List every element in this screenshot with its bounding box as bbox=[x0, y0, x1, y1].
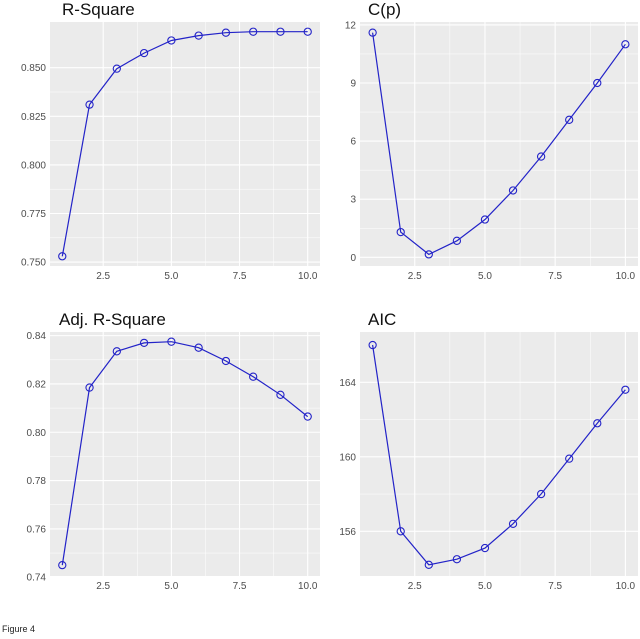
y-tick-label: 0.750 bbox=[21, 258, 46, 269]
data-point bbox=[621, 40, 630, 49]
y-tick-label: 0.74 bbox=[27, 573, 47, 584]
y-tick-label: 0.775 bbox=[21, 209, 46, 220]
plot-panel bbox=[360, 332, 638, 576]
data-point bbox=[276, 390, 285, 399]
y-tick-label: 0.78 bbox=[27, 476, 47, 487]
data-point bbox=[396, 527, 405, 536]
panel-title-cp: C(p) bbox=[368, 0, 402, 19]
data-point bbox=[139, 48, 149, 58]
data-point bbox=[396, 227, 405, 237]
data-point bbox=[167, 36, 176, 45]
y-tick-label: 0 bbox=[350, 253, 356, 264]
series-line bbox=[61, 341, 309, 566]
series-line bbox=[372, 344, 626, 566]
data-point bbox=[452, 555, 462, 564]
data-point bbox=[480, 215, 490, 224]
data-point bbox=[221, 28, 231, 37]
data-point bbox=[452, 236, 462, 245]
y-tick-label: 12 bbox=[345, 20, 357, 31]
data-point bbox=[424, 250, 433, 259]
chart-adj-r-square: 0.74 0.76 0.78 0.80 0.82 0.84 2.5 5.0 7.5 10.0 bbox=[27, 331, 320, 592]
data-point bbox=[112, 347, 121, 356]
x-tick-label: 2.5 bbox=[96, 271, 110, 282]
y-tick-label: 6 bbox=[350, 137, 356, 148]
x-tick-label: 7.5 bbox=[233, 581, 247, 592]
panel-title-adj-r-square: Adj. R-Square bbox=[59, 310, 166, 329]
data-point bbox=[303, 412, 312, 421]
data-point bbox=[368, 340, 377, 350]
y-tick-label: 0.82 bbox=[27, 379, 47, 390]
plot-panel bbox=[360, 22, 638, 266]
x-tick-label: 5.0 bbox=[164, 271, 178, 282]
y-tick-label: 0.825 bbox=[21, 112, 46, 123]
x-tick-label: 10.0 bbox=[616, 581, 636, 592]
chart-r-square: 0.750 0.775 0.800 0.825 0.850 2.5 5.0 7.5 10.0 bbox=[21, 22, 320, 282]
y-tick-label: 160 bbox=[339, 452, 356, 463]
x-tick-label: 5.0 bbox=[478, 271, 492, 282]
data-point bbox=[508, 519, 518, 528]
x-tick-label: 10.0 bbox=[298, 581, 318, 592]
x-tick-label: 7.5 bbox=[548, 581, 562, 592]
data-point bbox=[194, 343, 203, 352]
data-point bbox=[536, 152, 546, 161]
y-tick-label: 0.76 bbox=[27, 524, 47, 535]
chart-cp: 0 3 6 9 12 2.5 5.0 7.5 10.0 bbox=[345, 20, 638, 282]
figure-caption: Figure 4 bbox=[2, 624, 36, 634]
data-point bbox=[480, 543, 490, 553]
data-point bbox=[139, 338, 149, 348]
chart-aic: 156 160 164 2.5 5.0 7.5 10.0 bbox=[339, 332, 638, 592]
x-tick-label: 7.5 bbox=[548, 271, 562, 282]
x-tick-label: 2.5 bbox=[408, 581, 422, 592]
panel-title-r-square: R-Square bbox=[62, 0, 135, 19]
data-point bbox=[565, 115, 574, 124]
data-point bbox=[249, 27, 258, 36]
x-tick-label: 7.5 bbox=[233, 271, 247, 282]
y-tick-label: 156 bbox=[339, 527, 356, 538]
data-point bbox=[58, 252, 67, 261]
data-point bbox=[167, 337, 176, 346]
y-tick-label: 3 bbox=[350, 195, 356, 206]
x-tick-label: 10.0 bbox=[616, 271, 636, 282]
y-tick-label: 0.80 bbox=[27, 428, 47, 439]
data-point bbox=[221, 356, 231, 366]
x-tick-label: 2.5 bbox=[96, 581, 110, 592]
data-point bbox=[58, 560, 67, 570]
data-point bbox=[621, 385, 630, 394]
y-tick-label: 164 bbox=[339, 378, 356, 389]
series-line bbox=[61, 31, 308, 257]
data-point bbox=[112, 64, 121, 73]
data-point bbox=[194, 31, 203, 40]
data-point bbox=[593, 78, 602, 88]
data-point bbox=[276, 27, 285, 36]
x-tick-label: 2.5 bbox=[408, 271, 422, 282]
x-tick-label: 5.0 bbox=[164, 581, 178, 592]
y-tick-label: 0.850 bbox=[21, 63, 46, 74]
y-tick-label: 9 bbox=[350, 79, 356, 90]
data-point bbox=[565, 454, 574, 463]
data-point bbox=[249, 372, 258, 381]
data-point bbox=[536, 489, 546, 499]
plot-panel bbox=[50, 332, 320, 576]
data-point bbox=[368, 28, 377, 37]
x-tick-label: 10.0 bbox=[298, 271, 318, 282]
y-tick-label: 0.800 bbox=[21, 160, 46, 171]
series-line bbox=[372, 32, 626, 256]
y-tick-label: 0.84 bbox=[27, 331, 47, 342]
plot-panel bbox=[50, 22, 320, 266]
data-point bbox=[593, 419, 602, 428]
data-point bbox=[85, 100, 94, 109]
x-tick-label: 5.0 bbox=[478, 581, 492, 592]
data-point bbox=[508, 186, 518, 195]
data-point bbox=[424, 560, 433, 569]
data-point bbox=[85, 383, 94, 392]
data-point bbox=[303, 27, 312, 36]
panel-title-aic: AIC bbox=[368, 310, 397, 329]
